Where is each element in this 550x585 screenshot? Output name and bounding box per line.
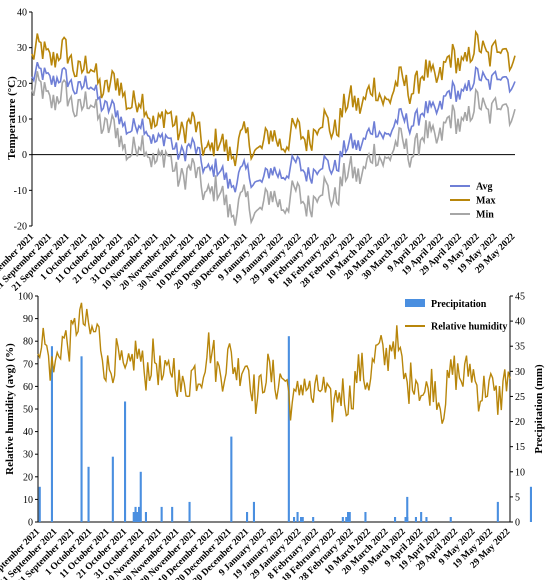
precipitation-bar <box>394 517 397 522</box>
temperature-chart: Temperature (°C) -20 -10 0 10 20 30 40 Avg Max Mi… <box>0 8 518 294</box>
precipitation-bar <box>246 512 249 522</box>
precipitation-bar <box>171 506 174 522</box>
humidity-y-tick-label: 30 <box>23 450 33 461</box>
precipitation-bar <box>347 512 350 522</box>
precipitation-bar <box>404 517 407 522</box>
precipitation-bar <box>87 466 90 522</box>
humidity-y-tick-label: 40 <box>23 427 33 438</box>
precipitation-y-tick-label: 45 <box>515 292 525 303</box>
precipitation-y-tick-label: 10 <box>515 467 525 478</box>
precipitation-bar <box>529 486 532 522</box>
temperature-series-avg <box>31 61 516 193</box>
precipitation-y-tick-label: 35 <box>515 342 525 353</box>
precipitation-y-tick-label: 30 <box>515 367 525 378</box>
precipitation-bar <box>124 401 127 522</box>
humidity-axis-title: Relative humidity (avg) (%) <box>4 343 16 475</box>
precipitation-bar <box>230 436 233 522</box>
humidity-precipitation-chart: Relative humidity (avg) (%) Precipitatio… <box>0 292 545 585</box>
humidity-y-tick-label: 80 <box>23 337 33 348</box>
precipitation-bar <box>160 506 163 522</box>
precipitation-axis-title: Precipitation (mm) <box>533 364 545 454</box>
precipitation-bar <box>420 512 423 522</box>
precipitation-bar <box>425 517 428 522</box>
temperature-series-max <box>31 29 516 167</box>
precipitation-y-tick-label: 15 <box>515 442 525 453</box>
temperature-y-tick-label: -20 <box>14 222 27 233</box>
precipitation-y-tick-label: 40 <box>515 317 525 328</box>
precipitation-bar <box>132 512 135 522</box>
precipitation-bar <box>134 506 137 522</box>
temperature-series-min <box>31 71 516 226</box>
precipitation-bar <box>312 517 315 522</box>
humidity-y-tick-label: 20 <box>23 472 33 483</box>
precipitation-bar <box>414 517 417 522</box>
precipitation-y-tick-label: 20 <box>515 417 525 428</box>
precipitation-bar <box>144 512 147 522</box>
legend-label-humidity: Relative humidity <box>431 322 507 333</box>
precipitation-y-tick-label: 25 <box>515 392 525 403</box>
legend-label-max: Max <box>476 196 495 207</box>
precipitation-bar <box>496 501 499 522</box>
precipitation-bar <box>50 346 53 522</box>
precipitation-bar <box>139 471 142 522</box>
precipitation-bar <box>111 456 114 522</box>
humidity-y-tick-label: 10 <box>23 495 33 506</box>
legend-label-avg: Avg <box>476 182 492 193</box>
legend-label-min: Min <box>476 210 494 221</box>
precipitation-bar <box>188 501 191 522</box>
humidity-y-tick-label: 90 <box>23 314 33 325</box>
temperature-y-tick-label: 30 <box>17 43 27 54</box>
precipitation-y-tick-label: 5 <box>515 492 520 503</box>
humidity-y-tick-label: 60 <box>23 382 33 393</box>
legend-swatch-precipitation <box>405 299 425 307</box>
humidity-y-tick-label: 50 <box>23 405 33 416</box>
precipitation-bar <box>301 517 304 522</box>
humidity-y-tick-label: 100 <box>18 292 33 303</box>
precipitation-bar <box>287 336 290 522</box>
temperature-y-tick-label: -10 <box>14 186 27 197</box>
humidity-series-line <box>37 302 511 424</box>
legend-label-precipitation: Precipitation <box>431 299 487 310</box>
precipitation-bar <box>300 517 303 522</box>
temperature-y-tick-label: 40 <box>17 8 27 19</box>
precipitation-bar <box>364 512 367 522</box>
precipitation-bar <box>341 517 344 522</box>
precipitation-bar <box>345 517 348 522</box>
temperature-y-tick-label: 10 <box>17 115 27 126</box>
precipitation-bar <box>449 517 452 522</box>
precipitation-bar <box>406 496 409 522</box>
precipitation-bar <box>296 512 299 522</box>
temperature-y-tick-label: 0 <box>22 150 27 161</box>
precipitation-bar <box>80 356 83 522</box>
precipitation-y-tick-label: 0 <box>515 518 520 529</box>
precipitation-bar <box>38 486 41 522</box>
precipitation-bar <box>293 517 296 522</box>
humidity-y-tick-label: 70 <box>23 359 33 370</box>
temperature-y-tick-label: 20 <box>17 79 27 90</box>
humidity-y-tick-label: 0 <box>28 518 33 529</box>
temperature-axis-title: Temperature (°C) <box>6 76 18 160</box>
precipitation-bar <box>138 506 141 522</box>
precipitation-bar <box>252 501 255 522</box>
precipitation-bar <box>348 512 351 522</box>
precipitation-bar <box>136 512 139 522</box>
